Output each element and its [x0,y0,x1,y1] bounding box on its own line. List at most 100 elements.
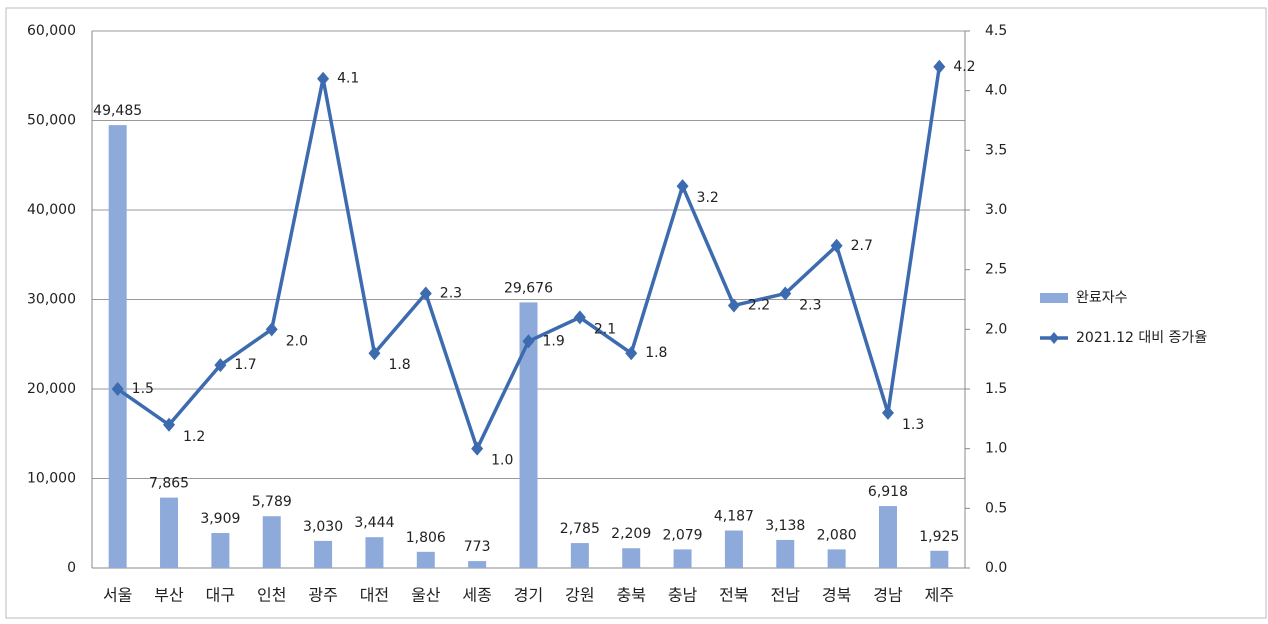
data-label: 6,918 [868,484,908,500]
bar [108,125,127,568]
bar [365,537,384,568]
line-marker [625,346,638,361]
line-marker [727,298,740,313]
data-label: 29,676 [504,280,553,296]
data-label: 2,785 [560,521,600,537]
y-tick-label: 20,000 [27,381,76,397]
bar [622,548,641,568]
x-tick-label: 부산 [154,586,184,605]
x-tick-label: 광주 [308,586,337,605]
bar [468,561,487,568]
data-label: 1.5 [132,381,154,397]
x-tick-label: 울산 [411,586,441,605]
data-label: 2,080 [817,527,857,543]
line-marker [522,334,535,349]
line-marker [419,286,432,301]
bar [776,539,795,568]
data-label: 4,187 [714,509,754,525]
x-tick-label: 경남 [873,586,903,605]
data-label: 3,138 [765,518,805,534]
data-label: 1.8 [388,357,410,373]
y-tick-label: 50,000 [27,113,76,129]
bar [878,506,897,568]
data-label: 7,865 [149,476,189,492]
data-label: 2.3 [440,286,462,302]
x-tick-label: 제주 [925,586,954,605]
y2-tick-label: 4.5 [985,23,1007,39]
bar [416,551,435,568]
bar [519,302,538,568]
y2-tick-label: 0.5 [985,500,1007,516]
line-marker [830,238,843,253]
legend-swatch [1040,293,1068,303]
data-label: 4.1 [337,71,359,87]
y2-tick-label: 0.0 [985,560,1007,576]
y-tick-label: 0 [67,560,76,576]
data-label: 2.0 [286,333,308,349]
y2-tick-label: 4.0 [985,83,1007,99]
data-label: 4.2 [953,59,975,75]
bar [724,530,743,568]
y2-tick-label: 2.0 [985,321,1007,337]
data-label: 1.2 [183,429,205,445]
line-marker [368,346,381,361]
y2-tick-label: 3.5 [985,142,1007,158]
legend-label: 완료자수 [1076,290,1128,306]
x-tick-label: 세종 [462,586,491,605]
bar [314,540,333,568]
data-label: 2,209 [611,526,651,542]
data-label: 1,806 [406,530,446,546]
x-tick-label: 대구 [206,586,235,605]
x-tick-label: 경기 [514,586,543,605]
data-label: 1.3 [902,417,924,433]
y2-tick-label: 3.0 [985,202,1007,218]
y-tick-label: 10,000 [27,471,76,487]
data-label: 2.1 [594,321,616,337]
line-marker [676,179,689,194]
data-label: 773 [464,539,491,555]
legend-swatch [1049,332,1059,344]
y2-tick-label: 1.0 [985,441,1007,457]
data-label: 1.0 [491,453,513,469]
data-label: 2.2 [748,297,770,313]
line-marker [214,358,227,373]
data-label: 2,079 [663,527,703,543]
line-marker [163,417,176,432]
bar [673,549,692,568]
line-marker [573,310,586,325]
data-label: 1.8 [645,345,667,361]
x-tick-label: 전북 [719,586,748,605]
line-marker [779,286,792,301]
bar [827,549,846,568]
data-label: 1,925 [919,529,959,545]
x-tick-label: 전남 [771,586,801,605]
data-label: 3,444 [354,515,394,531]
line-marker [881,405,894,420]
bar [262,516,281,568]
data-label: 3,909 [200,511,240,527]
data-label: 5,789 [252,494,292,510]
x-tick-label: 충북 [616,586,645,605]
y-tick-label: 30,000 [27,292,76,308]
x-tick-label: 서울 [103,586,132,605]
data-label: 49,485 [93,103,142,119]
bar [570,543,589,568]
data-label: 1.7 [234,357,256,373]
data-label: 2.7 [851,238,873,254]
y2-tick-label: 2.5 [985,262,1007,278]
line-marker [265,322,278,337]
line-marker [317,71,330,86]
y-tick-label: 60,000 [27,23,76,39]
x-tick-label: 인천 [257,586,286,605]
line-marker [471,441,484,456]
x-tick-label: 충남 [668,586,698,605]
bar [930,550,949,568]
y2-tick-label: 1.5 [985,381,1007,397]
bar [160,497,179,568]
x-tick-label: 경북 [822,586,851,605]
x-tick-label: 강원 [565,586,594,605]
x-tick-label: 대전 [360,586,389,605]
line-marker [933,59,946,74]
data-label: 1.9 [543,333,565,349]
